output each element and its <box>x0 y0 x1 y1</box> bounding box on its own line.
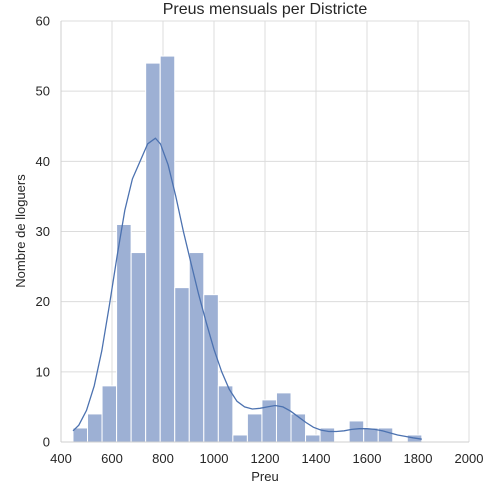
bar-7 <box>174 287 190 443</box>
y-tick-label-1: 10 <box>36 364 50 379</box>
bar-3 <box>116 223 132 443</box>
bar-16 <box>305 434 321 443</box>
y-tick-label-0: 0 <box>43 435 50 450</box>
bar-2 <box>101 385 118 443</box>
x-tick-label-1: 600 <box>101 451 123 466</box>
x-tick-label-6: 1600 <box>353 451 382 466</box>
chart-title: Preus mensuals per Districte <box>163 1 368 18</box>
x-tick-label-5: 1400 <box>302 451 331 466</box>
bar-4 <box>130 252 147 443</box>
plot-axes <box>60 21 469 443</box>
bar-8 <box>188 252 205 443</box>
y-tick-label-4: 40 <box>36 154 50 169</box>
bar-14 <box>275 392 292 443</box>
bar-11 <box>232 434 248 443</box>
x-tick-label-3: 1000 <box>200 451 229 466</box>
x-tick-label-0: 400 <box>50 451 72 466</box>
kde-curve <box>72 137 422 440</box>
bar-0 <box>72 427 89 443</box>
y-axis-label: Nombre de lloguers <box>13 174 28 288</box>
y-tick-label-6: 60 <box>36 14 50 29</box>
y-tick-labels: 0 10 20 30 40 50 60 <box>36 14 50 450</box>
y-tick-label-5: 50 <box>36 84 50 99</box>
x-axis-label: Preu <box>251 469 278 484</box>
y-tick-label-3: 30 <box>36 224 50 239</box>
bar-5 <box>145 62 161 443</box>
bar-12 <box>246 413 263 443</box>
bar-18 <box>348 420 365 443</box>
x-tick-label-2: 800 <box>152 451 174 466</box>
bar-9 <box>203 294 219 443</box>
x-tick-label-7: 1800 <box>404 451 433 466</box>
bar-10 <box>217 385 234 443</box>
y-tick-label-2: 20 <box>36 294 50 309</box>
x-tick-label-4: 1200 <box>251 451 280 466</box>
bar-15 <box>290 413 307 443</box>
bar-1 <box>87 413 103 443</box>
histogram-bars <box>72 55 423 443</box>
x-tick-label-8: 2000 <box>455 451 484 466</box>
x-tick-labels: 400 600 800 1000 1200 1400 1600 1800 2000 <box>50 451 483 466</box>
bar-6 <box>159 55 176 443</box>
